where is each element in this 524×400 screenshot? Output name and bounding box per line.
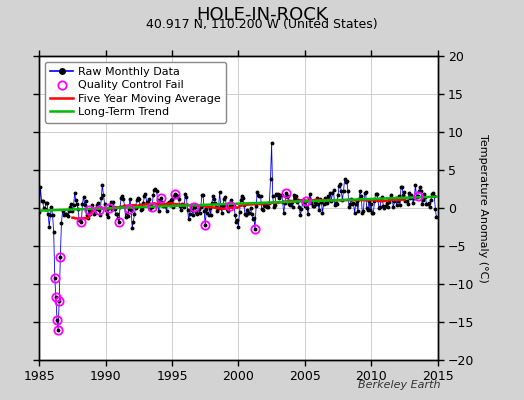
Text: HOLE-IN-ROCK: HOLE-IN-ROCK	[196, 6, 328, 24]
Y-axis label: Temperature Anomaly (°C): Temperature Anomaly (°C)	[478, 134, 488, 282]
Text: Berkeley Earth: Berkeley Earth	[358, 380, 440, 390]
Legend: Raw Monthly Data, Quality Control Fail, Five Year Moving Average, Long-Term Tren: Raw Monthly Data, Quality Control Fail, …	[45, 62, 226, 123]
Text: 40.917 N, 110.200 W (United States): 40.917 N, 110.200 W (United States)	[146, 18, 378, 31]
